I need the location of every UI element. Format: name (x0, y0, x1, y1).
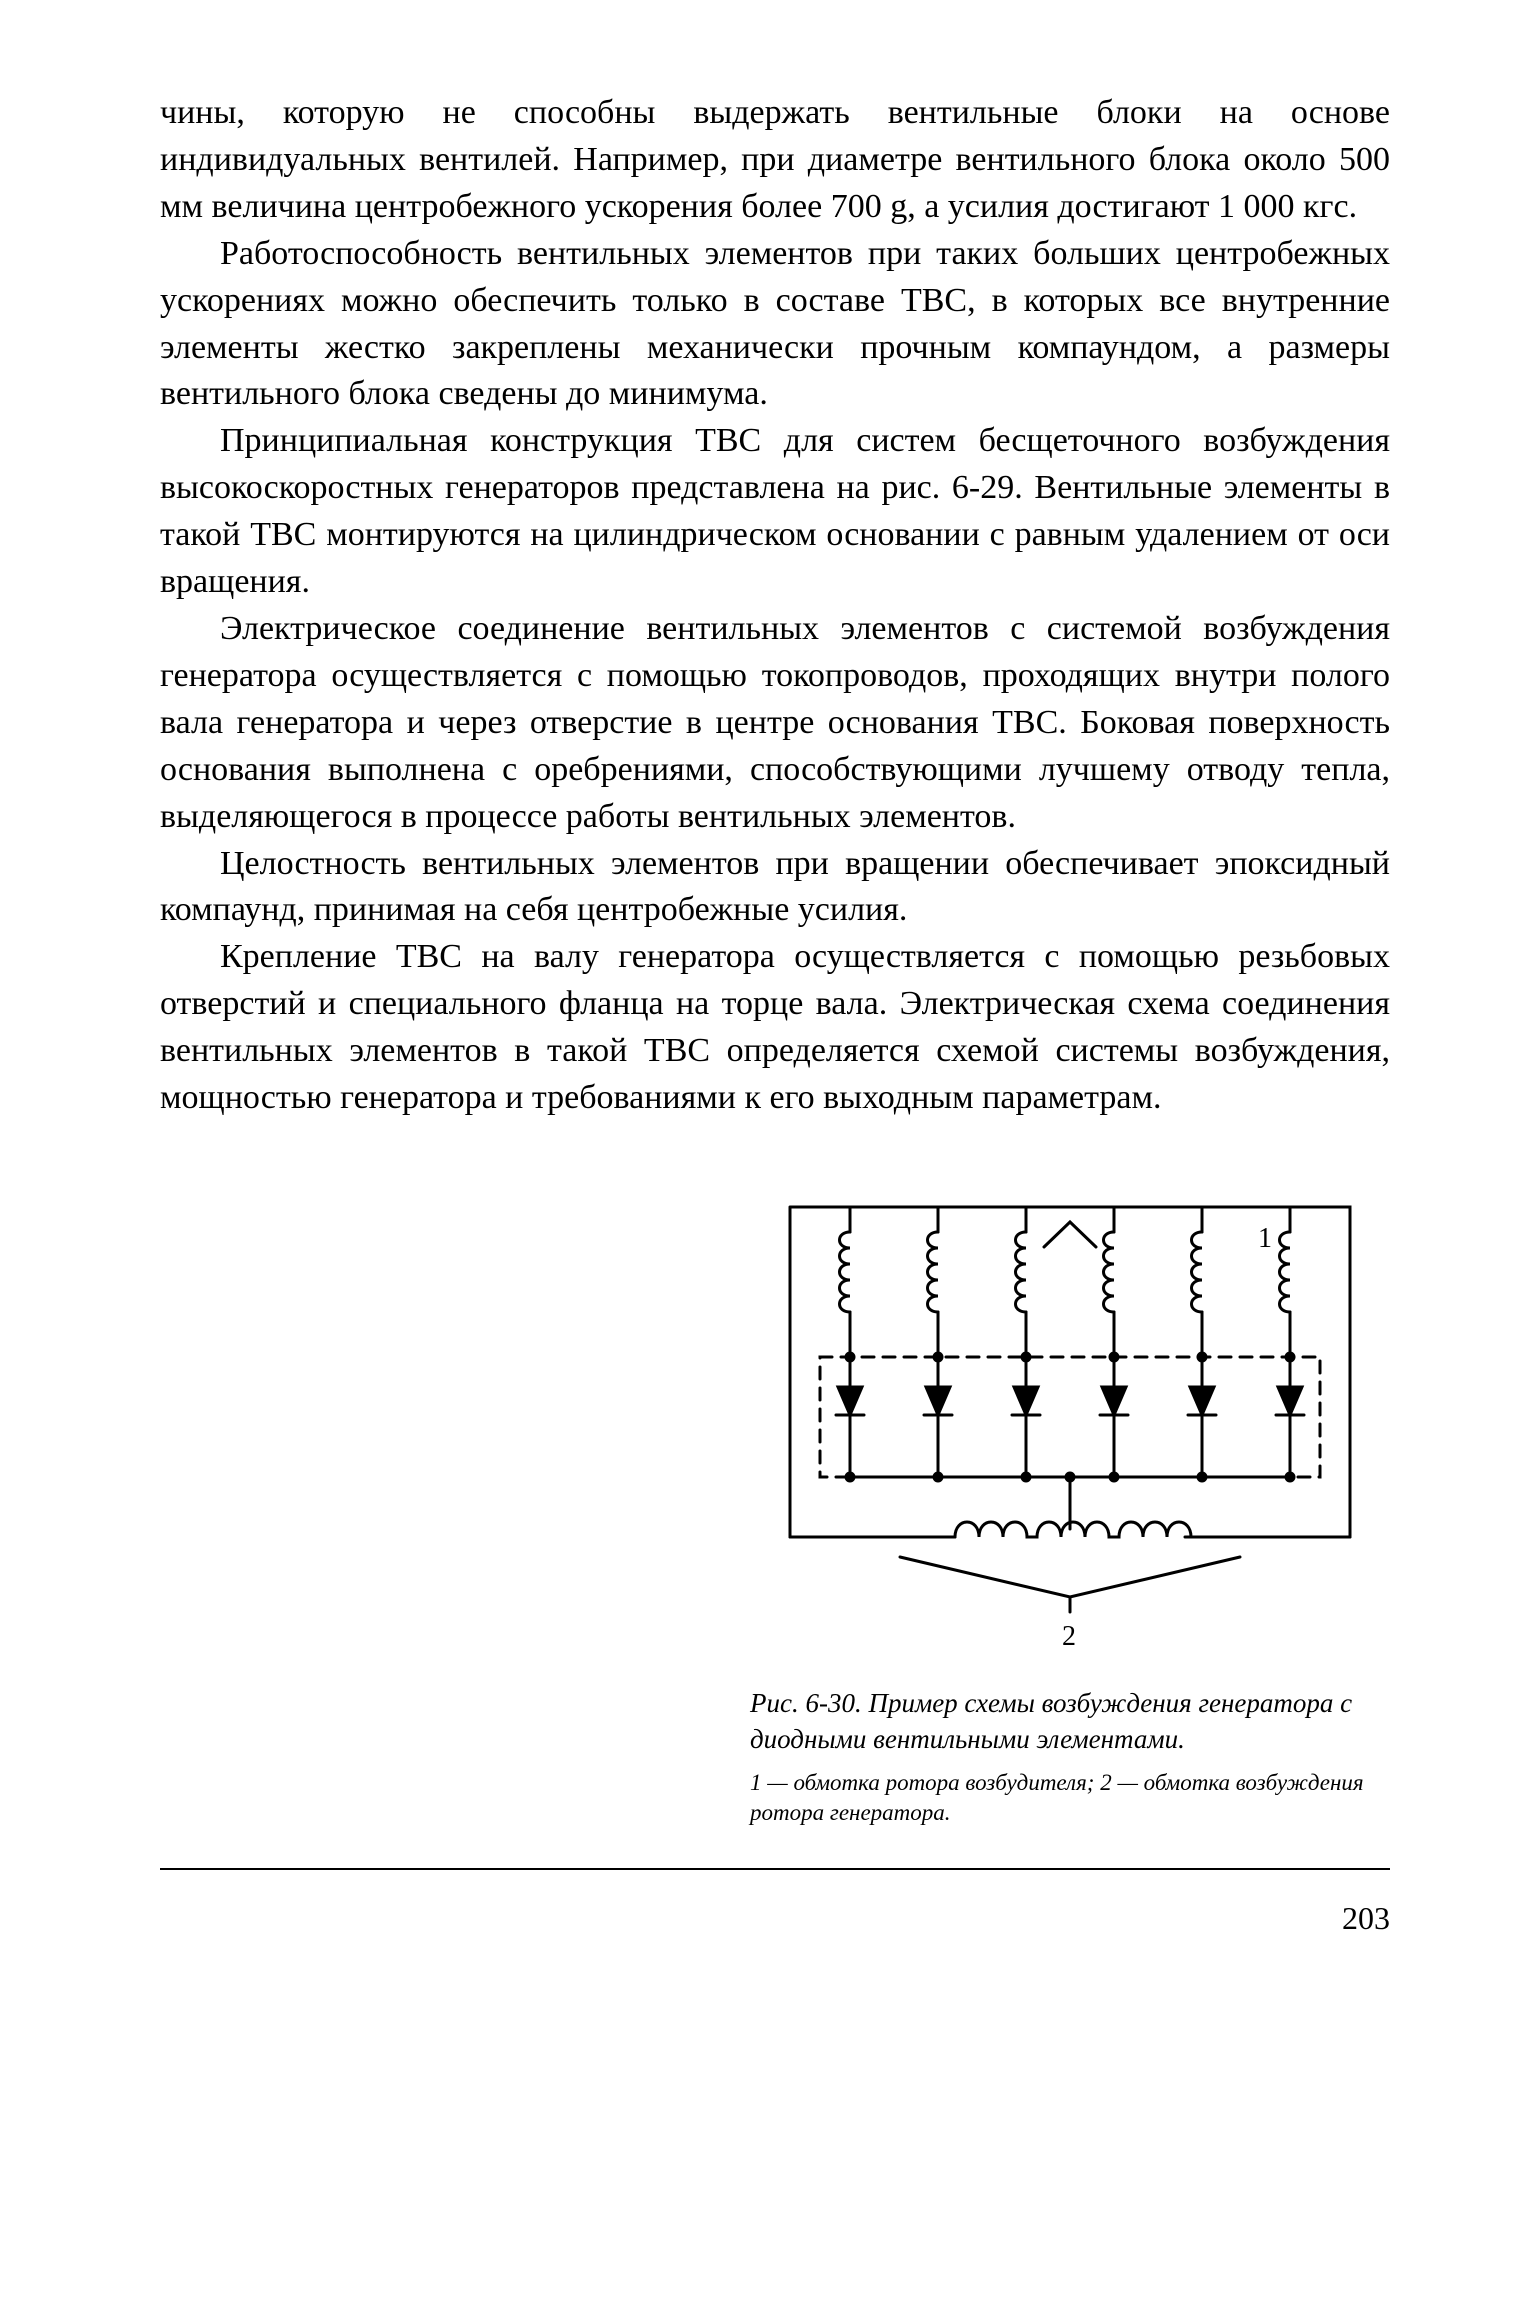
figure-legend: 1 — обмотка ротора возбудителя; 2 — обмо… (750, 1768, 1390, 1828)
figure-block: 1 2 Рис. 6-30. Пример схемы возбуждения … (160, 1177, 1390, 1828)
page-number: 203 (160, 1900, 1390, 1937)
paragraph: чины, которую не способны выдержать вент… (160, 90, 1390, 231)
paragraph: Работоспособность вентильных элементов п… (160, 231, 1390, 419)
figure-caption: Рис. 6-30. Пример схемы возбуждения гене… (750, 1685, 1390, 1758)
paragraph: Электрическое соединение вентильных элем… (160, 606, 1390, 841)
paragraph: Принципиальная конструкция ТВС для систе… (160, 418, 1390, 606)
body-text: чины, которую не способны выдержать вент… (160, 90, 1390, 1122)
paragraph: Целостность вентильных элементов при вра… (160, 841, 1390, 935)
figure-label-1: 1 (1258, 1223, 1272, 1254)
circuit-diagram-icon: 1 2 (750, 1177, 1390, 1657)
footer-rule (160, 1868, 1390, 1870)
paragraph: Крепление ТВС на валу генератора осущест… (160, 934, 1390, 1122)
page: чины, которую не способны выдержать вент… (0, 0, 1520, 2301)
figure-label-2: 2 (1062, 1621, 1076, 1652)
figure-inner: 1 2 Рис. 6-30. Пример схемы возбуждения … (750, 1177, 1390, 1828)
